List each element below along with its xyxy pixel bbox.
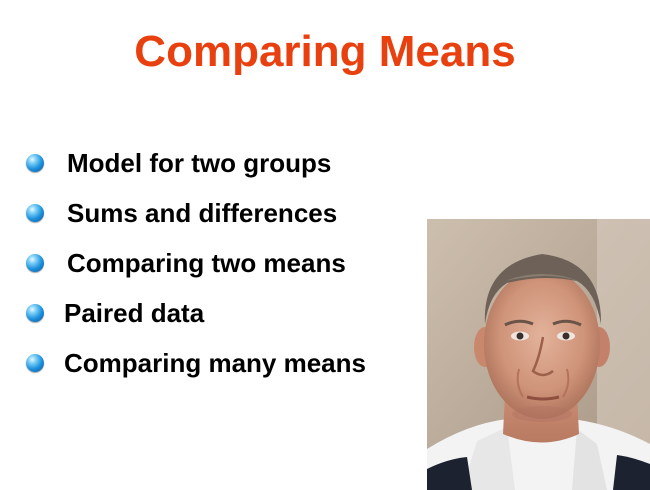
blue-sphere-bullet-icon bbox=[26, 204, 44, 222]
bullet-item: Sums and differences bbox=[0, 195, 430, 235]
bullet-label: Comparing many means bbox=[64, 348, 366, 378]
presenter-photo bbox=[427, 219, 650, 490]
bullet-label: Sums and differences bbox=[67, 198, 338, 228]
bullet-label: Model for two groups bbox=[67, 148, 332, 178]
bullet-item: Comparing two means bbox=[0, 245, 430, 285]
blue-sphere-bullet-icon bbox=[26, 254, 44, 272]
slide-title: Comparing Means bbox=[134, 27, 516, 76]
blue-sphere-bullet-icon bbox=[26, 304, 44, 322]
bullet-item: Paired data bbox=[0, 295, 430, 335]
blue-sphere-bullet-icon bbox=[26, 354, 44, 372]
blue-sphere-bullet-icon bbox=[26, 154, 44, 172]
bullet-label: Comparing two means bbox=[67, 248, 346, 278]
bullet-item: Model for two groups bbox=[0, 145, 430, 185]
bullet-label: Paired data bbox=[64, 298, 205, 328]
bullet-list: Model for two groups Sums and difference… bbox=[0, 145, 430, 385]
bullet-item: Comparing many means bbox=[0, 345, 430, 385]
